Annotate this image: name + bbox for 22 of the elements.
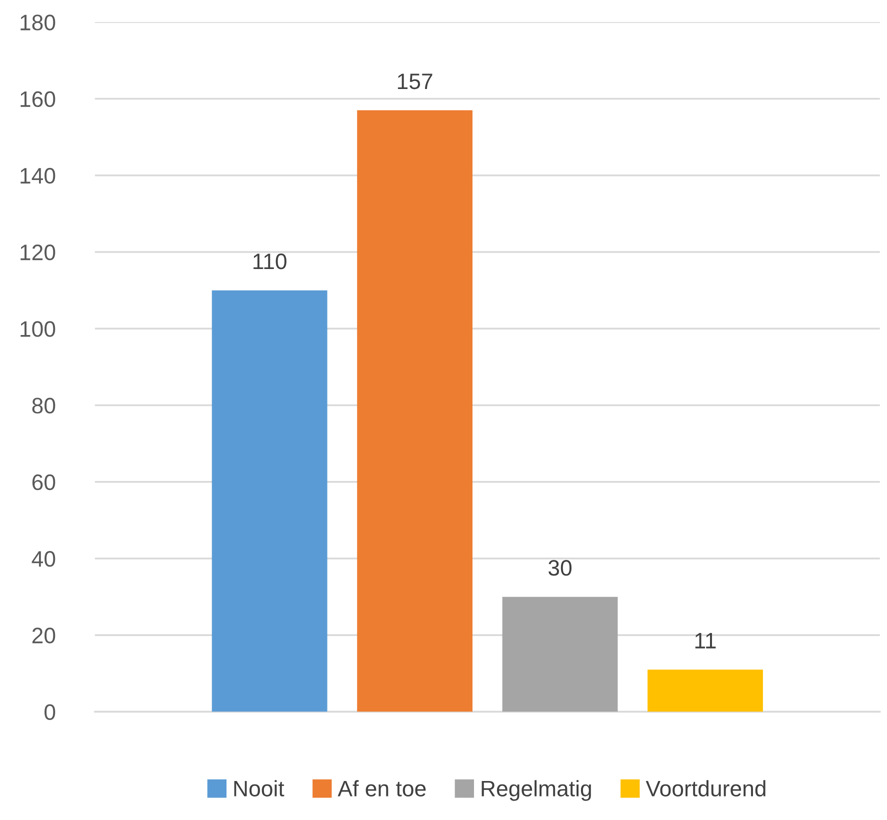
y-tick-label: 140 [20, 168, 56, 184]
y-tick-label: 0 [44, 704, 56, 720]
bar [357, 110, 472, 712]
y-tick-label: 100 [20, 321, 56, 337]
bar [212, 290, 328, 712]
bar [648, 670, 763, 712]
legend-label: Nooit [234, 780, 284, 796]
legend-label: Voortdurend [646, 780, 766, 796]
data-label: 11 [695, 633, 716, 648]
data-label: 110 [254, 254, 286, 270]
legend-label: Af en toe [338, 780, 426, 796]
data-label: 30 [548, 560, 572, 576]
legend-label: Regelmatig [482, 780, 591, 801]
y-tick-label: 120 [20, 244, 56, 260]
y-tick-label: 40 [32, 551, 56, 567]
y-tick-label: 80 [32, 398, 56, 414]
y-tick-label: 60 [32, 474, 56, 490]
y-tick-label: 20 [32, 628, 56, 644]
bar [502, 596, 618, 712]
y-tick-label: 160 [20, 91, 56, 108]
y-tick-label: 180 [20, 14, 56, 30]
data-label: 157 [398, 74, 432, 90]
